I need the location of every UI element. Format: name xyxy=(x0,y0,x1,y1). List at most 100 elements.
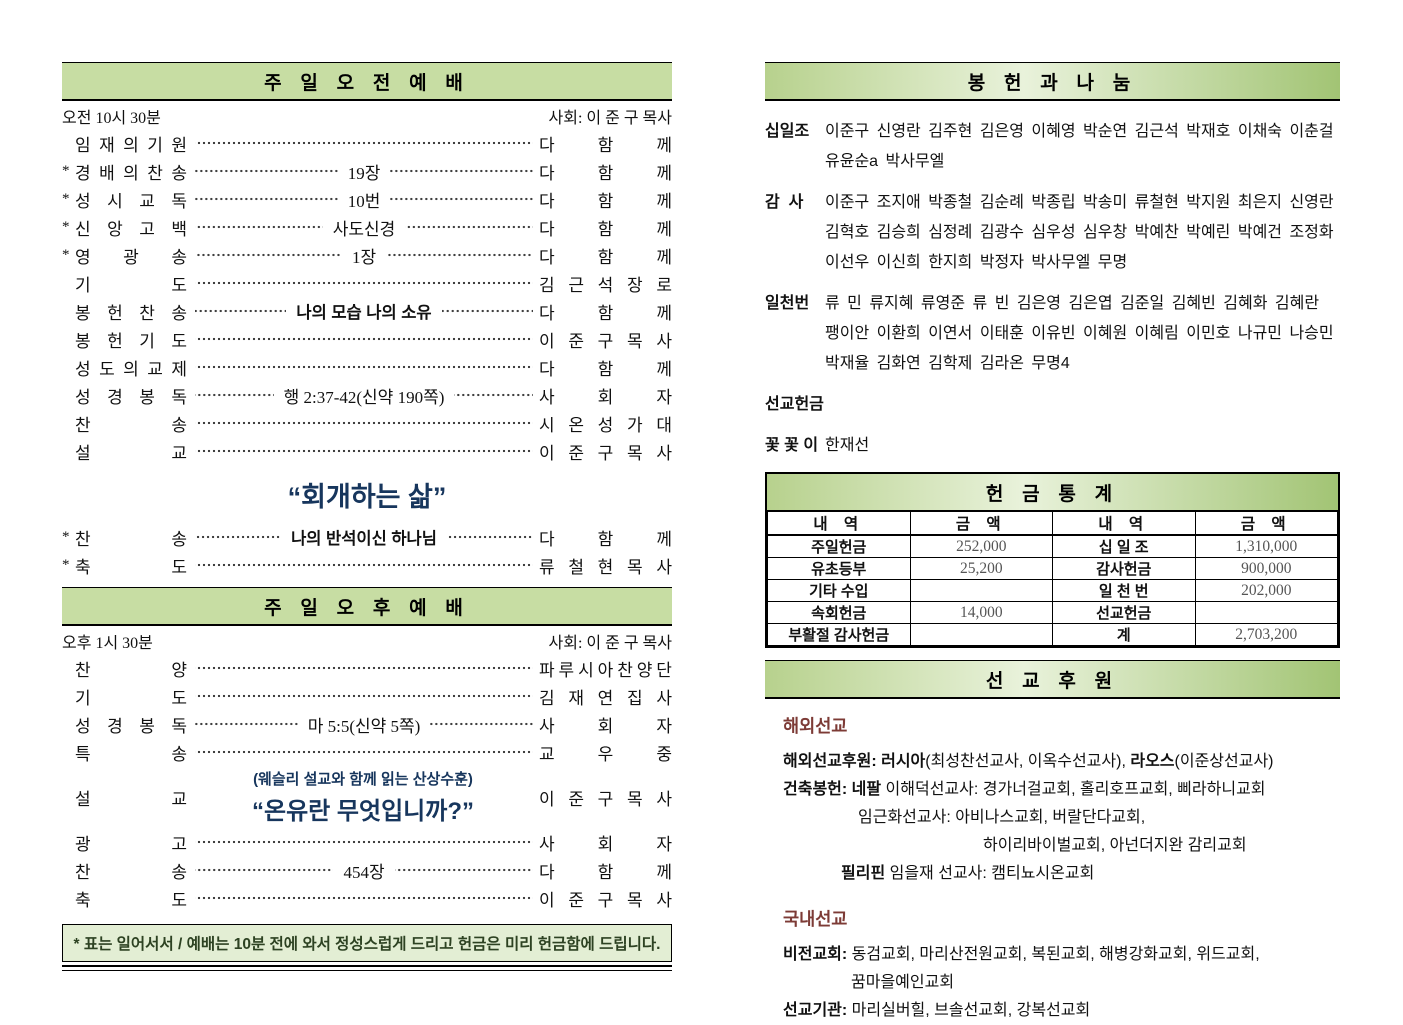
afternoon-presider: 사회: 이 준 구 목사 xyxy=(548,635,673,652)
char: 께 xyxy=(656,529,672,549)
item-detail: 사도신경 xyxy=(332,219,396,239)
char: 고 xyxy=(171,834,187,854)
right-column: 봉 헌 과 나 눔 십일조 이준구 신영란 김주현 김은영 이혜영 박순연 김근석… xyxy=(765,62,1340,1025)
char: 우 xyxy=(597,744,614,764)
mission-text: 동검교회, 마리산전원교회, 복된교회, 해병강화교회, 위드교회, xyxy=(851,946,1260,963)
dotted-leader xyxy=(195,666,533,670)
leader-dots xyxy=(390,197,534,201)
stats-header-cell: 내 역 xyxy=(767,511,911,536)
stats-row: 속회헌금 14,000 선교헌금 xyxy=(767,601,1338,624)
stats-value-cell xyxy=(909,579,1053,602)
char: 교 xyxy=(147,359,163,379)
char: 교 xyxy=(139,191,155,211)
offering-group-label: 꽃 꽃 이 xyxy=(765,437,819,454)
service-row: * 경 배 의 찬 송 19장 다 함 께 xyxy=(62,157,672,185)
offering-group: 꽃 꽃 이 한재선 xyxy=(765,431,1340,461)
char: 송 xyxy=(171,415,187,435)
service-row: * 성 시 교 독 10번 다 함 께 xyxy=(62,185,672,213)
char: 찬 xyxy=(139,303,155,323)
star-marker: * xyxy=(62,162,70,179)
leader-dots xyxy=(195,141,533,145)
star-marker: * xyxy=(62,246,70,263)
mission-term: 러시아 xyxy=(881,753,926,770)
dotted-leader xyxy=(195,449,533,453)
char: 다 xyxy=(539,247,555,267)
char: 송 xyxy=(171,163,187,183)
char: 목 xyxy=(626,331,643,351)
char: 경 xyxy=(75,163,91,183)
morning-presider: 사회: 이 준 구 목사 xyxy=(548,110,673,127)
leader-dots xyxy=(394,868,534,872)
leader-dots xyxy=(446,535,534,539)
char: 찬 xyxy=(75,529,91,549)
char: 목 xyxy=(626,890,643,910)
char: 헌 xyxy=(107,331,123,351)
morning-time: 오전 10시 30분 xyxy=(62,110,161,127)
morning-service-banner: 주 일 오 전 예 배 xyxy=(62,62,672,101)
stats-value-cell: 2,703,200 xyxy=(1194,623,1338,646)
names-line: 류 민 류지혜 류영준 류 빈 김은영 김은엽 김준일 김혜빈 김혜화 김혜란 xyxy=(825,295,1320,312)
star-marker: * xyxy=(62,190,70,207)
stats-value-cell: 252,000 xyxy=(909,534,1053,558)
leader-dots xyxy=(441,309,534,313)
char: 다 xyxy=(539,359,555,379)
leader-dots xyxy=(195,421,533,425)
char: 찬 xyxy=(75,660,91,680)
offering-group-label: 십일조 xyxy=(765,123,810,140)
char: 께 xyxy=(656,135,672,155)
leader-dots xyxy=(195,309,287,313)
stats-label-cell: 속회헌금 xyxy=(767,601,911,624)
char: 재 xyxy=(99,135,115,155)
leader-dots xyxy=(195,225,323,229)
leader-dots xyxy=(195,169,338,173)
star-marker: * xyxy=(62,528,70,545)
offering-stats-banner: 헌 금 통 계 xyxy=(767,474,1338,511)
leader-dots xyxy=(195,337,533,341)
mission-text: 임을재 선교사: 캠티뇨시온교회 xyxy=(885,865,1095,882)
leader-dots xyxy=(195,694,533,698)
stats-value-cell: 1,310,000 xyxy=(1194,534,1338,558)
char: 독 xyxy=(171,716,187,736)
names-line: 김혁호 김승희 심정례 김광수 심우성 심우창 박예찬 박예린 박예건 조정화 xyxy=(825,224,1334,241)
char: 광 xyxy=(123,247,139,267)
leader-dots xyxy=(195,253,342,257)
dotted-leader xyxy=(195,896,533,900)
mission-term: 비전교회: xyxy=(783,946,852,963)
dotted-leader: 마 5:5(신약 5쪽) xyxy=(195,712,534,737)
leader-dots xyxy=(195,535,282,539)
leader-dots xyxy=(195,896,533,900)
char: 류 xyxy=(539,557,555,577)
stats-row: 기타 수입 일 천 번 202,000 xyxy=(767,579,1338,602)
char: 설 xyxy=(75,789,91,809)
char: 현 xyxy=(597,557,614,577)
char: 함 xyxy=(597,219,614,239)
char: 도 xyxy=(171,331,187,351)
char: 송 xyxy=(171,744,187,764)
service-row: * 축 도 류 철 현 목 사 xyxy=(62,551,672,579)
leader-dots xyxy=(195,365,533,369)
char: 송 xyxy=(171,529,187,549)
char: 의 xyxy=(123,359,139,379)
char: 성 xyxy=(75,716,91,736)
